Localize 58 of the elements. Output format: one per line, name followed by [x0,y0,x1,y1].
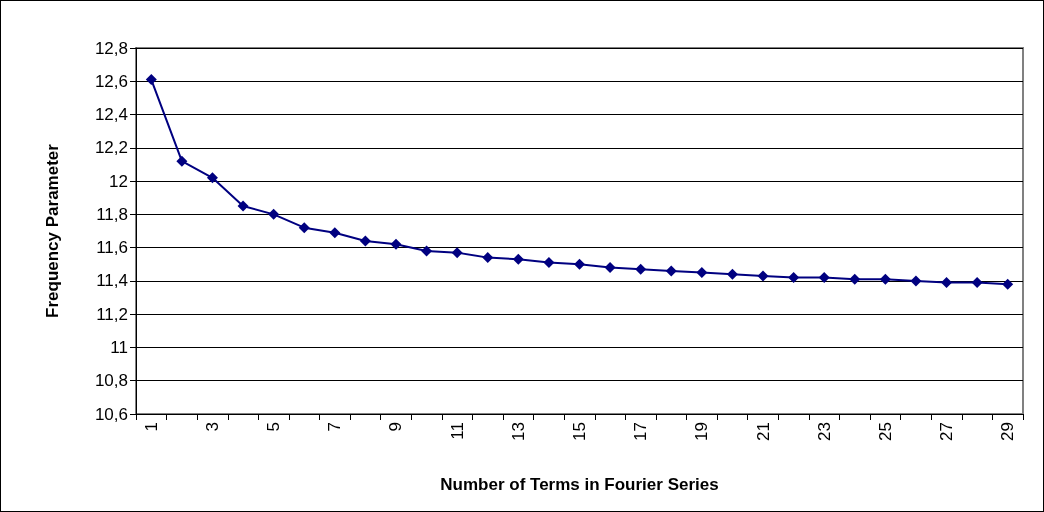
point [543,257,555,269]
x-tick-label: 7 [325,422,345,432]
x-tick-label: 5 [264,422,284,432]
point [451,247,463,259]
point [635,263,647,275]
point [390,238,402,250]
y-tick-label: 12,8 [94,38,128,58]
x-tick-label: 19 [692,422,712,441]
x-tick-label: 1 [141,422,161,432]
x-tick-label: 27 [937,422,957,441]
point [482,252,494,264]
x-axis-title: Number of Terms in Fourier Series [440,475,719,494]
x-tick-label: 11 [447,422,467,440]
point [1002,278,1014,290]
point [145,74,157,86]
point [206,172,218,184]
x-tick-label: 9 [386,422,406,432]
y-tick-label: 10,8 [94,371,128,391]
y-tick-label: 12,6 [94,71,128,91]
y-tick-label: 12,2 [94,138,128,158]
point [971,277,983,289]
y-tick-label: 12 [109,171,128,191]
point [268,208,280,220]
x-tick-label: 25 [875,422,895,441]
point [879,273,891,285]
point [574,258,585,270]
point [237,200,249,212]
point [329,227,341,239]
x-tick-label: 13 [508,422,528,441]
y-tick-label: 12,4 [94,105,128,125]
y-tick-label: 11 [110,337,128,357]
y-tick-label: 11,2 [96,304,128,324]
y-axis-title: Frequency Parameter [43,143,62,318]
point [176,155,188,167]
y-tick-label: 10,6 [94,404,128,424]
point [726,268,738,280]
point [696,267,708,279]
point [910,275,922,287]
point [941,277,953,289]
point [604,262,616,274]
x-tick-label: 15 [570,422,589,441]
y-tick-label: 11,4 [96,271,128,291]
x-tick-label: 21 [753,422,773,441]
y-tick-label: 11,8 [96,204,128,224]
x-tick-label: 23 [814,422,834,441]
point [788,272,800,284]
y-tick-label: 11,6 [96,238,128,258]
point [757,270,769,282]
x-tick-label: 29 [998,422,1018,441]
x-tick-label: 3 [202,422,222,432]
x-tick-label: 17 [631,422,651,441]
point [298,222,310,234]
point [665,265,677,277]
point [421,245,433,257]
point [818,272,830,284]
point [849,273,861,285]
point [359,235,371,247]
point [512,253,524,265]
